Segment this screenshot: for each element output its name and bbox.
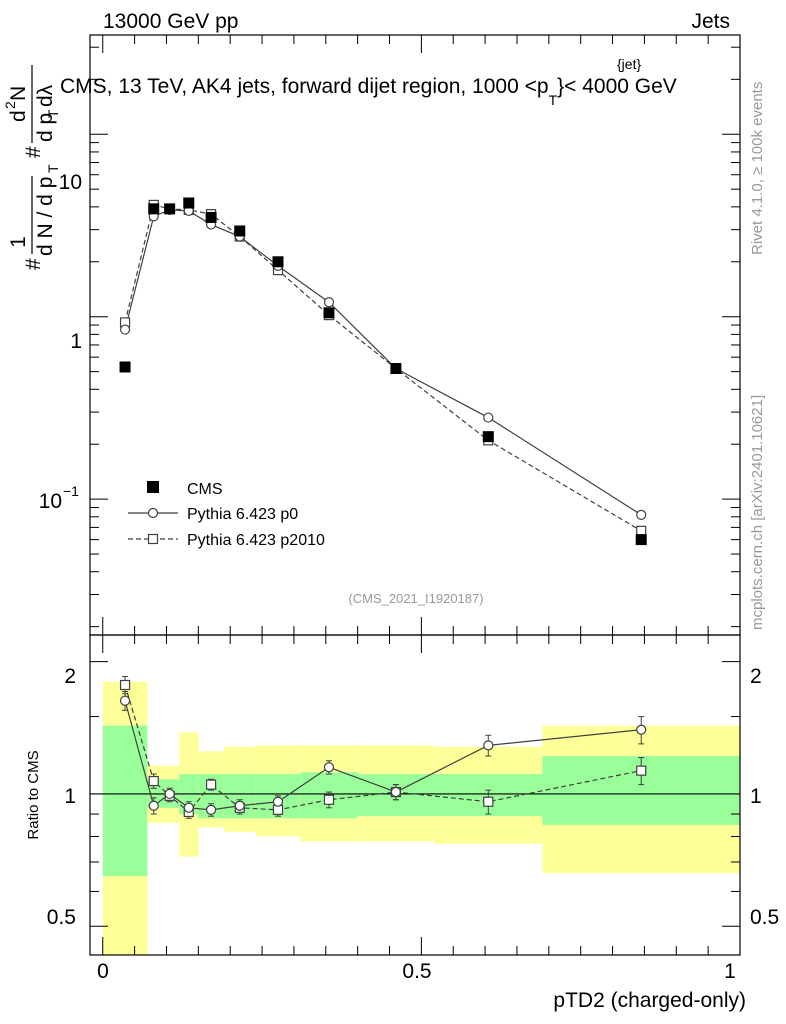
p0-point	[119, 324, 131, 335]
header-process: Jets	[691, 10, 730, 33]
ratio-p0-point	[183, 802, 194, 813]
ratio-y-axis-label: Ratio to CMS	[25, 750, 42, 839]
legend-p0-marker	[147, 507, 159, 519]
ratio-ytick-0p5-right: 0.5	[750, 906, 779, 929]
p0-point	[636, 509, 647, 520]
ratio-p2010-point	[119, 679, 131, 691]
ratio-p0-point	[636, 724, 647, 735]
ylabel-den-2-rest: dλ	[34, 84, 57, 107]
ratio-ytick-1: 1	[64, 785, 76, 808]
ylabel-num-2-sup: 2	[2, 101, 18, 109]
svg-text:CMS, 13 TeV, AK4 jets, forward: CMS, 13 TeV, AK4 jets, forward dijet reg…	[60, 75, 677, 108]
ratio-p2010-point	[323, 794, 335, 805]
cms-point	[205, 211, 217, 223]
ratio-p0-point	[483, 740, 494, 751]
ylabel-den-1: d N / d p	[34, 177, 57, 256]
rivet-version-label: Rivet 4.1.0, ≥ 100k events	[749, 82, 766, 255]
ratio-p2010-point	[483, 796, 494, 807]
legend-p2010-marker	[147, 533, 159, 545]
ylabel-num-2-rest: N	[7, 86, 30, 101]
mcplots-label: mcplots.cern.ch [arXiv:2401.10621]	[749, 395, 766, 630]
legend-cms-label: CMS	[187, 481, 223, 498]
title-end: }< 4000 GeV	[557, 75, 677, 98]
cms-point	[390, 363, 402, 375]
xtick-label-0: 0	[97, 960, 109, 983]
legend-p2010-label: Pythia 6.423 p2010	[187, 532, 325, 549]
ylabel-hash-1: #	[22, 258, 45, 270]
ratio-p0-point	[272, 796, 284, 807]
p0-point	[323, 297, 335, 308]
cms-point	[323, 307, 335, 319]
title-main: CMS, 13 TeV, AK4 jets, forward dijet reg…	[60, 75, 549, 98]
ratio-p2010-point	[636, 765, 647, 776]
ratio-p0-point	[205, 804, 217, 815]
svg-text:10: 10	[39, 490, 62, 513]
ytick-label-0p1: 10 −1	[39, 483, 80, 513]
cms-point	[482, 431, 494, 443]
ratio-p0-point	[119, 695, 131, 706]
p0-point	[483, 412, 494, 423]
cms-point	[183, 197, 195, 209]
ratio-p2010-point	[148, 775, 159, 787]
ratio-ytick-2: 2	[64, 665, 76, 688]
xtick-label-1: 1	[724, 960, 736, 983]
ratio-p0-point	[148, 800, 159, 811]
ratio-p2010-point	[205, 779, 217, 790]
ratio-p0-point	[234, 800, 245, 811]
ytick-label-10: 10	[59, 171, 82, 194]
legend-cms-marker	[147, 481, 159, 493]
ratio-ytick-0p5: 0.5	[47, 906, 76, 929]
ratio-ytick-1-right: 1	[750, 785, 762, 808]
ytick-label-1: 1	[70, 330, 82, 353]
ratio-p0-point	[390, 786, 401, 798]
svg-text:−1: −1	[63, 483, 79, 499]
top-y-axis-label: # 1 d N / d p T # d 2 N d p T dλ	[2, 65, 61, 270]
ratio-bands-layer	[90, 681, 740, 955]
legend-p0-label: Pythia 6.423 p0	[187, 506, 298, 523]
ratio-ytick-2-right: 2	[750, 665, 762, 688]
title-sup: {jet}	[617, 56, 641, 72]
ylabel-sub-1: T	[45, 164, 61, 173]
ylabel-den-2: d p	[34, 113, 57, 142]
ratio-plot-frame	[89, 634, 741, 956]
top-series-layer	[119, 197, 647, 546]
top-axis-ticks	[90, 35, 741, 635]
cms-point	[272, 256, 284, 268]
ylabel-hash-2: #	[22, 146, 45, 158]
ratio-band-inner	[102, 725, 148, 877]
p2010-point	[636, 525, 647, 536]
ratio-p0-point	[323, 762, 335, 773]
ratio-series-layer	[119, 676, 647, 819]
top-plot-title: CMS, 13 TeV, AK4 jets, forward dijet reg…	[60, 56, 677, 108]
cms-point	[148, 203, 160, 215]
ratio-axis-ticks	[90, 635, 741, 955]
x-axis-label: pTD2 (charged-only)	[553, 989, 746, 1012]
xtick-label-0p5: 0.5	[402, 960, 431, 983]
cms-point	[164, 203, 176, 215]
title-sub: T	[549, 92, 558, 108]
cms-point	[234, 225, 246, 237]
ratio-p0-point	[164, 788, 175, 800]
ylabel-num-1: 1	[7, 236, 30, 248]
ylabel-sub-2: T	[45, 109, 61, 118]
ylabel-num-2: d	[7, 110, 30, 122]
cms-point	[635, 534, 647, 546]
cms-point	[119, 361, 131, 373]
legend: CMS Pythia 6.423 p0 Pythia 6.423 p2010	[128, 481, 325, 549]
header-energy: 13000 GeV pp	[103, 10, 238, 33]
p0-line	[124, 209, 642, 516]
analysis-watermark: (CMS_2021_I1920187)	[348, 591, 483, 606]
